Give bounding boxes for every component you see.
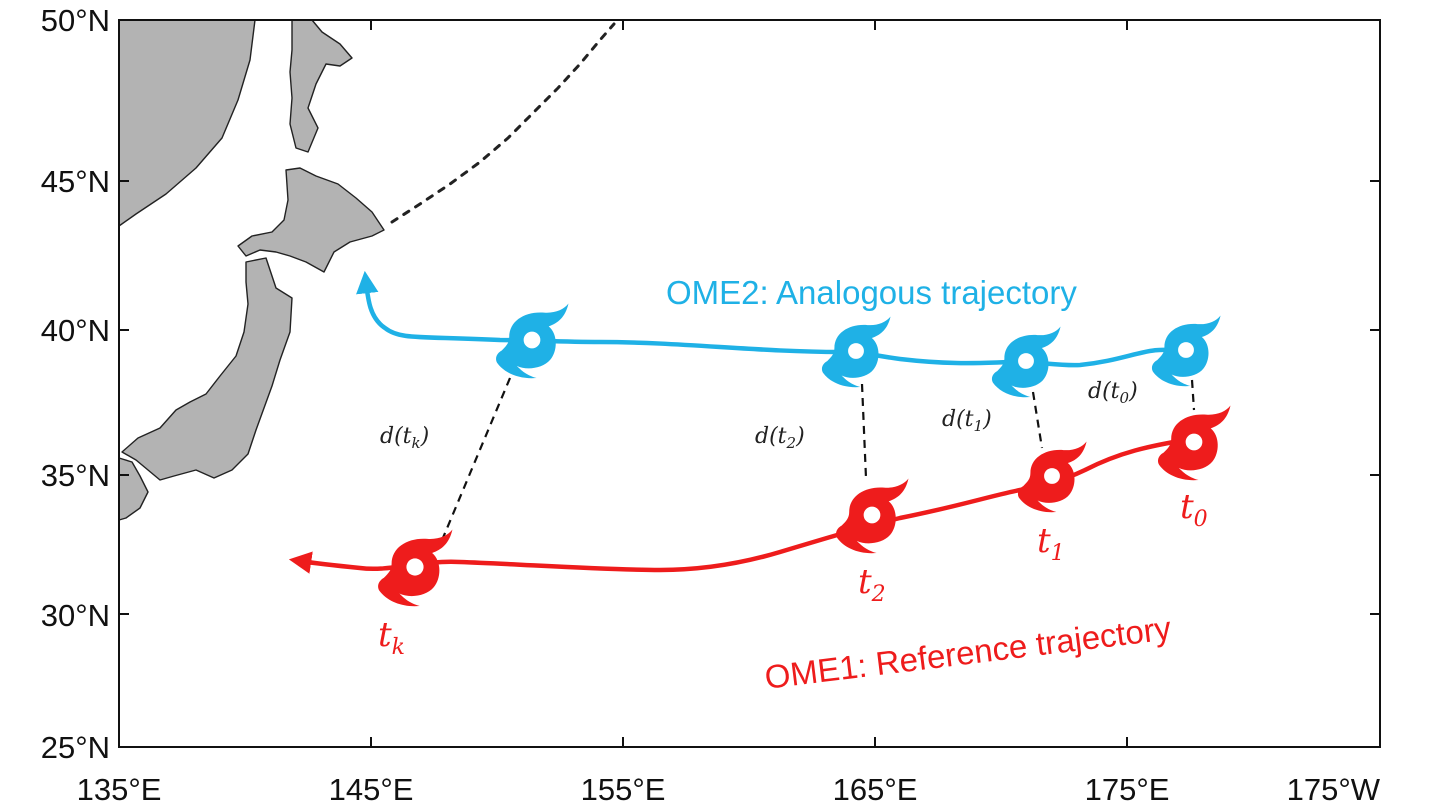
land-sakhalin — [289, 19, 353, 153]
analogous-track-title: OME2: Analogous trajectory — [666, 274, 1077, 311]
distance-label-t0: d(t0) — [1088, 379, 1138, 407]
distance-label-tk: d(tk) — [380, 424, 429, 452]
time-label-t0: t0 — [1180, 487, 1208, 532]
analogous-track-line — [356, 270, 1183, 368]
y-tick-50N: 50°N — [41, 3, 110, 38]
x-tick-175E: 175°E — [1085, 772, 1170, 807]
map-frame — [118, 19, 1381, 748]
connector-t1 — [1031, 391, 1044, 449]
connector-tk — [438, 377, 512, 546]
land-honshu — [121, 257, 293, 481]
y-tick-40N: 40°N — [41, 313, 110, 348]
connector-t2 — [860, 383, 868, 479]
typhoon-icon — [1017, 441, 1087, 513]
y-tick-35N: 35°N — [41, 458, 110, 493]
reference-typhoon-t2 — [836, 478, 909, 554]
x-tick-145E: 145°E — [329, 772, 414, 807]
land-hokkaido — [237, 167, 385, 273]
x-axis-labels: 135°E 145°E 155°E 165°E 175°E 175°W — [77, 772, 1381, 807]
distance-label-t1: d(t1) — [942, 407, 992, 435]
time-labels: tk t2 t1 t0 — [378, 487, 1208, 660]
y-tick-30N: 30°N — [41, 598, 110, 633]
x-tick-155E: 155°E — [581, 772, 666, 807]
x-tick-175W: 175°W — [1287, 772, 1381, 807]
distance-connectors — [438, 377, 1196, 546]
typhoon-icon — [836, 478, 909, 554]
time-label-t1: t1 — [1037, 521, 1065, 566]
land-layer — [118, 19, 616, 521]
time-label-tk: tk — [378, 615, 405, 660]
land-asia-mainland — [118, 19, 256, 227]
reference-track-title: OME1: Reference trajectory — [763, 609, 1174, 696]
reference-typhoon-t1 — [1017, 441, 1087, 513]
distance-label-t2: d(t2) — [755, 424, 805, 452]
reference-track: OME1: Reference trajectory — [288, 405, 1231, 696]
axis-ticks — [118, 19, 1381, 748]
y-axis-labels: 50°N 45°N 40°N 35°N 30°N 25°N — [41, 3, 110, 765]
land-kyushu — [118, 457, 149, 521]
time-label-t2: t2 — [858, 562, 886, 607]
x-tick-165E: 165°E — [833, 772, 918, 807]
land-kuril-islands — [390, 22, 616, 224]
x-tick-135E: 135°E — [77, 772, 162, 807]
connector-t0 — [1190, 379, 1196, 411]
distance-labels: d(t0) d(t1) d(t2) d(tk) — [380, 379, 1138, 452]
analogous-track: OME2: Analogous trajectory — [356, 270, 1221, 398]
y-tick-45N: 45°N — [41, 164, 110, 199]
y-tick-25N: 25°N — [41, 730, 110, 765]
